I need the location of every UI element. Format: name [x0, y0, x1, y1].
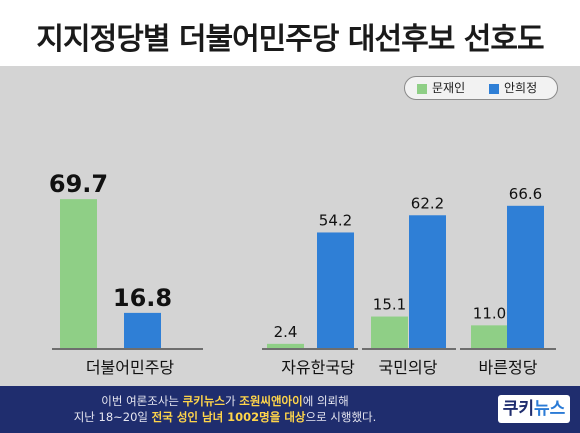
bar-moon-0 — [60, 199, 97, 349]
kuki-news-logo: 쿠키뉴스 — [498, 395, 570, 423]
data-label-ahn-2: 62.2 — [411, 194, 444, 212]
legend-item-ahn: 안희정 — [489, 81, 537, 95]
bar-chart: 69.7 16.8 더불어민주당 2.4 54.2 자유한국당 15.1 62.2 국민의당 11… — [49, 170, 556, 377]
title-band: 지지정당별 더불어민주당 대선후보 선호도 — [0, 0, 580, 69]
legend-swatch-moon — [417, 83, 427, 94]
bar-ahn-2 — [409, 215, 446, 349]
bar-moon-1 — [267, 343, 304, 349]
legend: 문재인 안희정 — [404, 76, 558, 100]
data-label-ahn-3: 66.6 — [509, 185, 542, 203]
data-label-ahn-1: 54.2 — [319, 211, 352, 229]
survey-note: 이번 여론조사는 쿠키뉴스가 조원씨앤아이에 의뢰해 지난 18~20일 전국 … — [20, 393, 430, 425]
legend-swatch-ahn — [489, 83, 499, 94]
bar-moon-3 — [471, 325, 508, 349]
bar-ahn-0 — [124, 312, 161, 349]
category-label-2: 국민의당 — [379, 358, 438, 377]
category-label-0: 더불어민주당 — [86, 358, 175, 377]
legend-label-ahn: 안희정 — [504, 81, 538, 95]
data-label-moon-2: 15.1 — [373, 296, 406, 314]
footer: 이번 여론조사는 쿠키뉴스가 조원씨앤아이에 의뢰해 지난 18~20일 전국 … — [0, 386, 580, 433]
bar-ahn-3 — [507, 205, 544, 349]
data-label-moon-3: 11.0 — [473, 304, 506, 322]
data-label-moon-1: 2.4 — [274, 323, 298, 341]
legend-item-moon: 문재인 — [417, 81, 465, 95]
legend-label-moon: 문재인 — [432, 81, 466, 95]
category-label-1: 자유한국당 — [281, 358, 355, 377]
survey-note-line-2: 지난 18~20일 전국 성인 남녀 1002명을 대상으로 시행했다. — [73, 410, 377, 424]
survey-note-line-1: 이번 여론조사는 쿠키뉴스가 조원씨앤아이에 의뢰해 — [101, 394, 349, 408]
category-label-3: 바른정당 — [479, 358, 538, 377]
data-label-moon-0: 69.7 — [49, 170, 108, 198]
bar-ahn-1 — [317, 232, 354, 349]
bar-moon-2 — [371, 316, 408, 349]
chart-title: 지지정당별 더불어민주당 대선후보 선호도 — [36, 22, 544, 57]
data-label-ahn-0: 16.8 — [113, 284, 172, 312]
